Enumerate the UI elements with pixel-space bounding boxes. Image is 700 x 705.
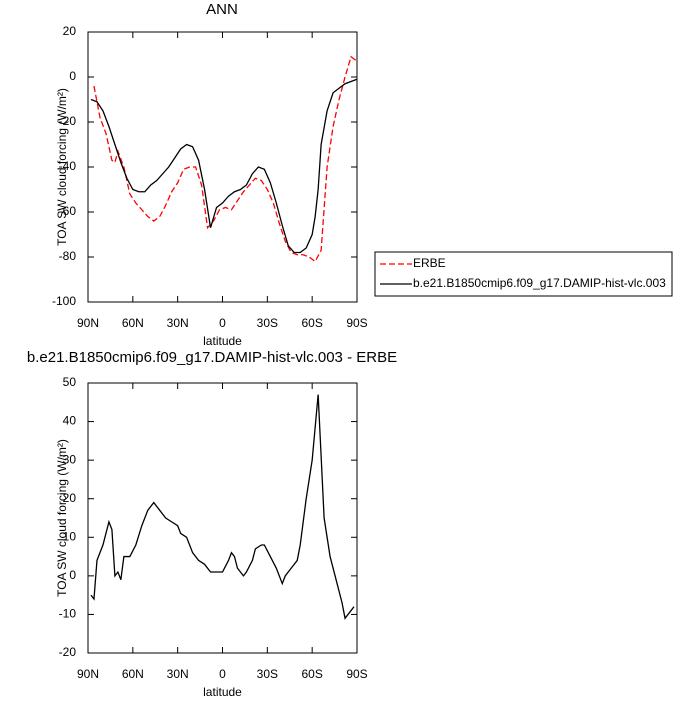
series-line [90, 394, 355, 620]
x-tick-label: 30N [167, 316, 189, 330]
y-tick-label: -20 [59, 645, 77, 659]
y-tick-label: 10 [63, 529, 77, 543]
y-tick-label: 40 [63, 414, 77, 428]
y-tick-label: -80 [59, 249, 77, 263]
x-tick-label: 60N [122, 316, 144, 330]
plot-frame [87, 382, 358, 654]
y-tick-label: -40 [59, 159, 77, 173]
y-axis-label: TOA SW cloud forcing (W/m²) [55, 88, 69, 246]
y-tick-label: -20 [59, 114, 77, 128]
x-tick-label: 0 [219, 316, 226, 330]
x-tick-label: 60S [301, 667, 322, 681]
plot-frame [87, 31, 358, 303]
x-tick-label: 30S [257, 316, 278, 330]
y-tick-label: 0 [69, 69, 76, 83]
x-tick-label: 30S [257, 667, 278, 681]
legend-box [374, 251, 673, 297]
y-tick-label: -10 [59, 607, 77, 621]
x-tick-label: 0 [219, 667, 226, 681]
x-tick-label: 60S [301, 316, 322, 330]
x-tick-label: 90N [77, 667, 99, 681]
y-tick-label: 30 [63, 452, 77, 466]
x-tick-label: 60N [122, 667, 144, 681]
x-tick-label: 90N [77, 316, 99, 330]
chart-title: ANN [206, 1, 238, 18]
chart-title: b.e21.B1850cmip6.f09_g17.DAMIP-hist-vlc.… [27, 349, 397, 366]
series-line [93, 55, 358, 263]
y-tick-label: 20 [63, 491, 77, 505]
x-axis-label: latitude [203, 685, 242, 699]
y-tick-label: 20 [63, 24, 77, 38]
x-tick-label: 30N [167, 667, 189, 681]
y-axis-label: TOA SW cloud forcing (W/m²) [55, 439, 69, 597]
x-tick-label: 90S [346, 667, 367, 681]
legend-label: ERBE [413, 256, 446, 270]
y-tick-label: -100 [52, 294, 76, 308]
x-axis-label: latitude [203, 334, 242, 348]
legend-label: b.e21.B1850cmip6.f09_g17.DAMIP-hist-vlc.… [413, 276, 666, 290]
x-tick-label: 90S [346, 316, 367, 330]
y-tick-label: 0 [69, 568, 76, 582]
series-line [90, 78, 358, 254]
y-tick-label: -60 [59, 204, 77, 218]
y-tick-label: 50 [63, 375, 77, 389]
